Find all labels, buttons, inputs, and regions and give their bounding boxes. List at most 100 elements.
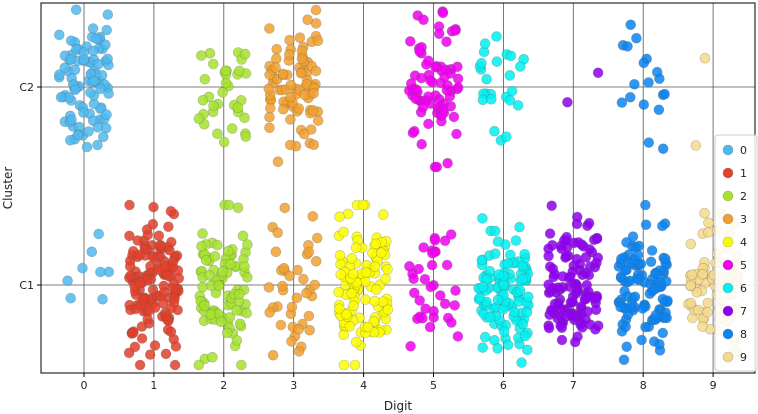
point-digit-5-c2 — [450, 25, 461, 36]
point-digit-5-c2 — [417, 102, 429, 113]
point-digit-3-c1 — [284, 270, 295, 282]
point-digit-5-c2 — [425, 75, 436, 86]
point-digit-0-c2 — [54, 69, 65, 80]
point-digit-5-c2 — [416, 72, 427, 84]
point-digit-0-c2 — [101, 24, 112, 36]
point-digit-7-c1 — [543, 322, 555, 334]
point-digit-8-c1 — [645, 256, 657, 268]
point-digit-6-c1 — [510, 235, 522, 246]
x-tick-label-0: 0 — [81, 379, 88, 392]
point-digit-2-c2 — [204, 47, 216, 59]
point-digit-0-c2 — [98, 131, 109, 143]
point-digit-3-c2 — [272, 156, 284, 167]
point-digit-0-c2 — [65, 134, 76, 146]
point-digit-1-c1 — [149, 340, 161, 351]
point-digit-3-c2 — [284, 34, 295, 46]
point-digit-5-c2 — [452, 61, 463, 73]
point-digit-8-c2 — [625, 19, 637, 31]
point-digit-2-c1 — [224, 312, 236, 323]
point-digit-8-c2 — [659, 88, 671, 100]
point-digit-9-c1 — [686, 269, 698, 281]
point-digit-3-c1 — [304, 324, 316, 336]
point-digit-2-c2 — [208, 100, 219, 112]
point-digit-5-c1 — [449, 300, 461, 311]
point-digit-3-c2 — [312, 35, 324, 47]
point-digit-7-c1 — [543, 279, 554, 290]
point-digit-1-c1 — [167, 282, 179, 294]
point-digit-4-c1 — [380, 273, 391, 285]
point-digit-2-c2 — [226, 123, 238, 134]
point-digit-5-c2 — [437, 7, 449, 19]
point-digit-3-c1 — [293, 323, 305, 335]
point-digit-2-c1 — [199, 300, 210, 312]
point-digit-0-c2 — [81, 141, 93, 153]
point-digit-3-c1 — [303, 310, 315, 322]
point-digit-2-c1 — [200, 254, 212, 266]
point-digit-1-c1 — [166, 236, 177, 248]
point-digit-1-c1 — [160, 307, 171, 319]
point-digit-5-c2 — [423, 118, 434, 130]
point-digit-2-c1 — [234, 318, 246, 330]
point-digit-0-c2 — [72, 129, 84, 141]
point-digit-7-c1 — [584, 244, 596, 255]
point-digit-2-c2 — [208, 58, 219, 70]
point-digit-1-c1 — [153, 264, 164, 276]
point-digit-7-c1 — [592, 252, 604, 264]
point-digit-9-c1 — [691, 286, 703, 298]
point-digit-2-c1 — [207, 351, 218, 363]
point-digit-7-c2 — [562, 97, 573, 108]
point-digit-6-c2 — [485, 94, 497, 105]
point-digit-4-c1 — [348, 300, 360, 312]
point-digit-8-c2 — [622, 41, 633, 52]
point-digit-8-c1 — [656, 220, 668, 232]
point-digit-4-c1 — [333, 286, 345, 298]
point-digit-7-c1 — [563, 272, 575, 284]
point-digit-3-c2 — [299, 89, 311, 101]
point-digit-6-c1 — [521, 344, 533, 356]
point-digit-9-c2 — [690, 140, 702, 151]
point-digit-2-c1 — [237, 230, 249, 242]
point-digit-7-c1 — [571, 284, 583, 296]
point-digit-2-c2 — [220, 77, 232, 89]
point-digit-3-c2 — [264, 23, 275, 34]
point-digit-7-c1 — [547, 263, 559, 275]
point-digit-0-c2 — [59, 62, 71, 74]
point-digit-8-c1 — [657, 327, 669, 339]
point-digit-2-c2 — [234, 65, 245, 77]
point-digit-7-c2 — [592, 67, 604, 79]
point-digit-3-c2 — [277, 103, 289, 115]
point-digit-5-c1 — [420, 303, 431, 315]
point-digit-4-c1 — [347, 268, 359, 280]
legend-marker-7 — [722, 305, 734, 317]
point-digit-3-c2 — [270, 62, 281, 73]
point-digit-4-c1 — [370, 238, 382, 250]
point-digit-7-c1 — [555, 320, 566, 331]
point-digit-5-c2 — [439, 71, 450, 82]
point-digit-2-c1 — [193, 359, 205, 371]
legend-label-2: 2 — [740, 190, 747, 203]
point-digit-0-c2 — [95, 83, 106, 95]
point-digit-5-c2 — [423, 55, 434, 67]
point-digit-5-c2 — [437, 104, 449, 116]
point-digit-9-c1 — [702, 306, 713, 318]
point-digit-0-c2 — [88, 75, 100, 87]
point-digit-7-c1 — [579, 294, 591, 305]
point-digit-3-c2 — [308, 139, 320, 150]
x-tick-label-7: 7 — [570, 379, 577, 392]
point-digit-5-c1 — [445, 229, 457, 240]
point-digit-3-c2 — [277, 68, 289, 80]
point-digit-8-c1 — [618, 354, 630, 366]
point-digit-1-c1 — [124, 230, 135, 242]
point-digit-5-c1 — [441, 259, 453, 271]
point-digit-2-c2 — [193, 113, 205, 124]
point-digit-1-c1 — [127, 327, 139, 339]
point-digit-6-c2 — [514, 61, 526, 72]
point-digit-6-c1 — [489, 248, 501, 259]
point-digit-3-c2 — [310, 4, 322, 16]
point-digit-5-c2 — [407, 127, 419, 139]
x-tick-label-6: 6 — [500, 379, 507, 392]
legend-label-3: 3 — [740, 213, 747, 226]
point-digit-3-c2 — [302, 14, 313, 26]
point-digit-7-c1 — [574, 258, 586, 270]
point-digit-5-c1 — [417, 312, 428, 324]
